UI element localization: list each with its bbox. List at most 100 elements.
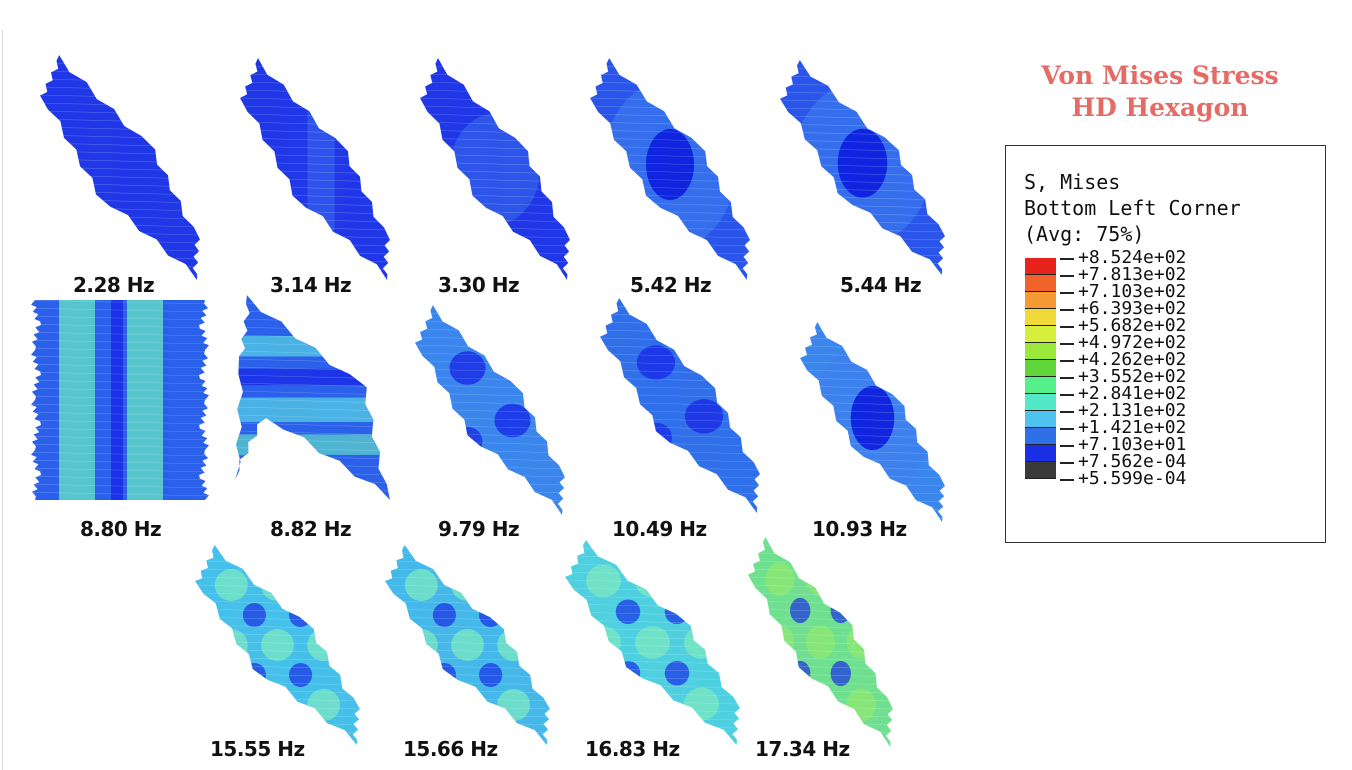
mesh-line	[31, 363, 209, 369]
mesh-line	[31, 451, 209, 457]
legend-swatch	[1025, 326, 1056, 343]
stress-region	[261, 629, 294, 661]
mesh-line	[420, 265, 570, 271]
stress-region	[846, 625, 876, 659]
mesh-line	[800, 505, 945, 511]
mesh-line	[780, 259, 945, 265]
legend-color-scale	[1025, 258, 1056, 479]
plate-fill	[415, 305, 565, 515]
stress-region	[635, 626, 670, 659]
mode-shape-plot	[600, 298, 760, 513]
mode-shape-panel	[415, 305, 565, 515]
mode-shape-panel	[600, 298, 760, 513]
stress-region	[664, 660, 690, 686]
legend-tick-mark	[1060, 479, 1074, 481]
mesh-line	[31, 403, 209, 409]
stress-region	[636, 345, 676, 380]
mesh-line	[31, 435, 209, 441]
mesh-line	[565, 540, 740, 545]
stress-region	[765, 688, 795, 722]
mesh-line	[780, 267, 945, 273]
mode-shape-panel	[40, 55, 200, 280]
mode-frequency-label: 17.34 Hz	[755, 737, 850, 761]
mode-shape-panel	[590, 58, 750, 280]
mesh-line	[748, 728, 893, 734]
mesh-line	[590, 265, 750, 271]
stress-region	[586, 626, 621, 659]
legend-title-line-2: Bottom Left Corner	[1024, 196, 1241, 220]
mesh-line	[31, 371, 209, 377]
stress-region	[289, 603, 313, 627]
mesh-line	[565, 731, 740, 737]
mode-shape-plot	[748, 537, 893, 747]
mesh-line	[31, 331, 209, 337]
mode-frequency-label: 5.44 Hz	[840, 273, 922, 297]
legend-tick-label: +2.131e+02	[1078, 400, 1187, 421]
mesh-line	[415, 504, 565, 510]
mode-frequency-label: 3.14 Hz	[270, 273, 352, 297]
stress-region	[646, 129, 694, 201]
mesh-line	[31, 475, 209, 481]
mesh-line	[31, 395, 209, 401]
legend-tick-label: +1.421e+02	[1078, 417, 1187, 438]
mesh-line	[240, 58, 390, 63]
legend-swatch	[1025, 292, 1056, 309]
stress-region	[214, 629, 248, 661]
stress-region	[635, 687, 670, 721]
stress-band	[127, 300, 163, 500]
legend-swatch	[1025, 462, 1056, 479]
mode-shape-panel	[240, 58, 390, 280]
legend-tick-label: +7.103e+02	[1078, 281, 1187, 302]
stress-region	[790, 660, 811, 687]
mode-frequency-label: 16.83 Hz	[585, 737, 680, 761]
mesh-line	[235, 486, 390, 492]
legend-tick-label: +5.682e+02	[1078, 315, 1187, 336]
mesh-line	[385, 545, 550, 550]
stress-region	[404, 689, 438, 721]
stress-region	[451, 629, 484, 661]
mode-shape-plot	[235, 295, 390, 500]
stress-region	[449, 351, 486, 385]
legend-tick-label: +7.103e+01	[1078, 434, 1187, 455]
stress-region	[307, 629, 341, 661]
legend-tick-label: +6.393e+02	[1078, 298, 1187, 319]
mode-shape-panel	[748, 537, 893, 747]
legend-tick-label: +7.813e+02	[1078, 264, 1187, 285]
mesh-line	[235, 494, 390, 500]
stress-region	[684, 564, 719, 598]
stress-region	[806, 625, 835, 659]
legend-swatch	[1025, 394, 1056, 411]
mesh-line	[235, 414, 390, 420]
mode-shape-panel	[800, 322, 945, 522]
stress-region	[790, 597, 811, 624]
legend-tick-label: +4.972e+02	[1078, 332, 1187, 353]
legend-swatch	[1025, 275, 1056, 292]
stress-region	[450, 113, 540, 225]
stress-region	[214, 689, 248, 721]
legend-tick-mark	[1060, 445, 1074, 447]
mesh-line	[40, 55, 200, 60]
mode-shape-plot	[565, 540, 740, 745]
mesh-line	[31, 411, 209, 417]
mesh-line	[31, 443, 209, 449]
stress-region	[451, 569, 484, 601]
stress-region	[806, 688, 835, 722]
legend-box	[1005, 145, 1326, 543]
stress-region	[307, 569, 341, 601]
mode-shape-plot	[800, 322, 945, 522]
mesh-line	[31, 347, 209, 353]
legend-swatch	[1025, 428, 1056, 445]
mode-frequency-label: 15.55 Hz	[210, 737, 305, 761]
mode-frequency-label: 3.30 Hz	[438, 273, 520, 297]
legend-swatch	[1025, 343, 1056, 360]
stress-region	[586, 687, 621, 721]
legend-swatch	[1025, 360, 1056, 377]
stress-region	[846, 688, 876, 722]
stress-region	[684, 687, 719, 721]
stress-region	[830, 660, 851, 687]
mode-frequency-label: 15.66 Hz	[403, 737, 498, 761]
mesh-line	[240, 265, 390, 271]
mode-shape-panel	[780, 60, 945, 275]
mesh-line	[415, 305, 565, 310]
